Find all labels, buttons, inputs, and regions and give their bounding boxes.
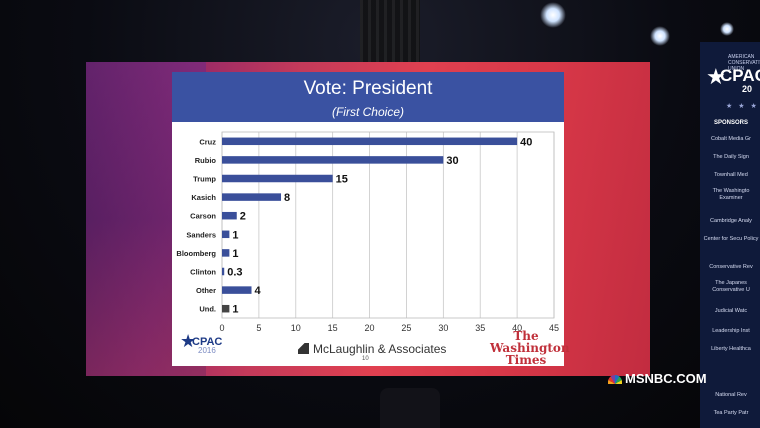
stage-light-1	[540, 2, 566, 28]
data-label: 1	[232, 248, 238, 260]
category-label: Cruz	[199, 137, 216, 146]
star-icon: ★	[180, 331, 197, 351]
bar	[222, 230, 230, 239]
sponsor-item: Liberty Healthca	[711, 346, 751, 352]
msnbc-watermark-text: MSNBC.COM	[625, 371, 707, 386]
stage-equipment	[380, 388, 440, 428]
bar	[222, 211, 237, 220]
bar	[222, 156, 444, 164]
sponsor-item: The Daily Sign	[713, 154, 749, 160]
sponsor-item: Leadership Inst	[712, 328, 750, 334]
data-label: 30	[446, 155, 458, 167]
sidebar-logo-main: CPAC	[720, 66, 760, 85]
slide-footer: ★ CPAC 2016 McLaughlin & Associates 10 T…	[172, 330, 570, 366]
page-number: 10	[362, 356, 369, 362]
sidebar-logo-year: 20	[742, 84, 753, 94]
data-label: 40	[520, 136, 532, 148]
stage-light-2	[650, 26, 670, 46]
sponsor-item: Tea Party Patr	[713, 410, 749, 416]
cpac-logo: ★ CPAC 2016	[176, 330, 223, 364]
sidebar-cpac-logo: ★ AMERICAN CONSERVATIVE UNION CPAC 20	[704, 54, 760, 114]
category-label: Rubio	[195, 156, 217, 165]
sponsor-item: Townhall Med	[714, 172, 748, 178]
sponsor-item: The Japanes Conservative U	[712, 280, 750, 293]
x-tick-label: 45	[549, 323, 559, 333]
lighting-truss	[360, 0, 420, 70]
sponsor-item: Center for Secu Policy	[703, 236, 759, 242]
slide-title: Vote: President	[303, 78, 433, 99]
sidebar-heading: SPONSORS	[714, 120, 749, 126]
plot-area	[221, 131, 555, 319]
washington-times-logo: The Washington Times	[490, 329, 570, 367]
category-label: Sanders	[186, 230, 216, 239]
x-tick-label: 30	[438, 323, 448, 333]
data-label: 1	[232, 304, 238, 316]
sponsor-item: National Rev	[715, 392, 747, 398]
bar	[222, 137, 518, 146]
bar	[222, 286, 252, 294]
cpac-logo-year: 2016	[198, 346, 216, 355]
category-label: Bloomberg	[176, 249, 216, 258]
peacock-icon	[608, 375, 622, 384]
slide: Vote: President (First Choice) 0 5 10 15 20 2…	[172, 72, 570, 366]
sponsor-item: Conservative Rev	[709, 264, 753, 270]
sponsor-item: Judicial Watc	[714, 308, 748, 314]
pollster-credit: McLaughlin & Associates	[298, 342, 446, 356]
pollster-name: McLaughlin & Associates	[313, 342, 447, 356]
bar	[222, 304, 230, 313]
data-label: 1	[232, 229, 238, 241]
bar	[222, 249, 230, 257]
category-label: Other	[196, 286, 216, 295]
cpac-logo-text: CPAC	[192, 336, 223, 348]
bar	[222, 193, 282, 201]
category-label: Clinton	[190, 268, 216, 277]
pollster-logo-icon	[298, 343, 309, 354]
sidebar-stars: ★ ★ ★	[726, 103, 759, 110]
bar	[222, 174, 333, 183]
x-tick-label: 20	[365, 323, 375, 333]
x-tick-label: 15	[328, 323, 338, 333]
sponsor-sidebar: ★ AMERICAN CONSERVATIVE UNION CPAC 20 ★ …	[700, 42, 760, 428]
star-icon: ★	[706, 64, 726, 89]
x-tick-label: 5	[256, 323, 261, 333]
stage-light-3	[720, 22, 734, 36]
x-tick-label: 0	[219, 323, 224, 333]
category-label: Und.	[199, 305, 216, 314]
msnbc-watermark: MSNBC.COM	[608, 371, 707, 386]
sponsor-item: Cobalt Media Gr	[710, 136, 752, 142]
x-tick-label: 25	[401, 323, 411, 333]
data-label: 8	[284, 192, 290, 204]
data-label: 0.3	[227, 267, 242, 279]
bar	[222, 267, 225, 276]
x-tick-label: 10	[291, 323, 301, 333]
data-label: 2	[240, 211, 246, 223]
bar-chart: 0 5 10 15 20 25 30 35 40 45 Cruz 40 Rubio 30 Trump 15 Ka…	[176, 131, 559, 333]
x-tick-label: 35	[475, 323, 485, 333]
sponsor-item: Cambridge Analy	[710, 218, 752, 224]
category-label: Carson	[190, 212, 216, 221]
data-label: 15	[336, 174, 348, 186]
sidebar-logo-small: AMERICAN CONSERVATIVE UNION	[728, 54, 760, 72]
slide-header: Vote: President (First Choice)	[172, 72, 564, 122]
x-tick-label: 40	[512, 323, 522, 333]
sponsor-item: The Washingto Examiner	[712, 188, 750, 201]
category-label: Trump	[193, 175, 216, 184]
data-label: 4	[255, 285, 262, 297]
slide-subtitle: (First Choice)	[331, 105, 404, 119]
category-label: Kasich	[191, 193, 216, 202]
